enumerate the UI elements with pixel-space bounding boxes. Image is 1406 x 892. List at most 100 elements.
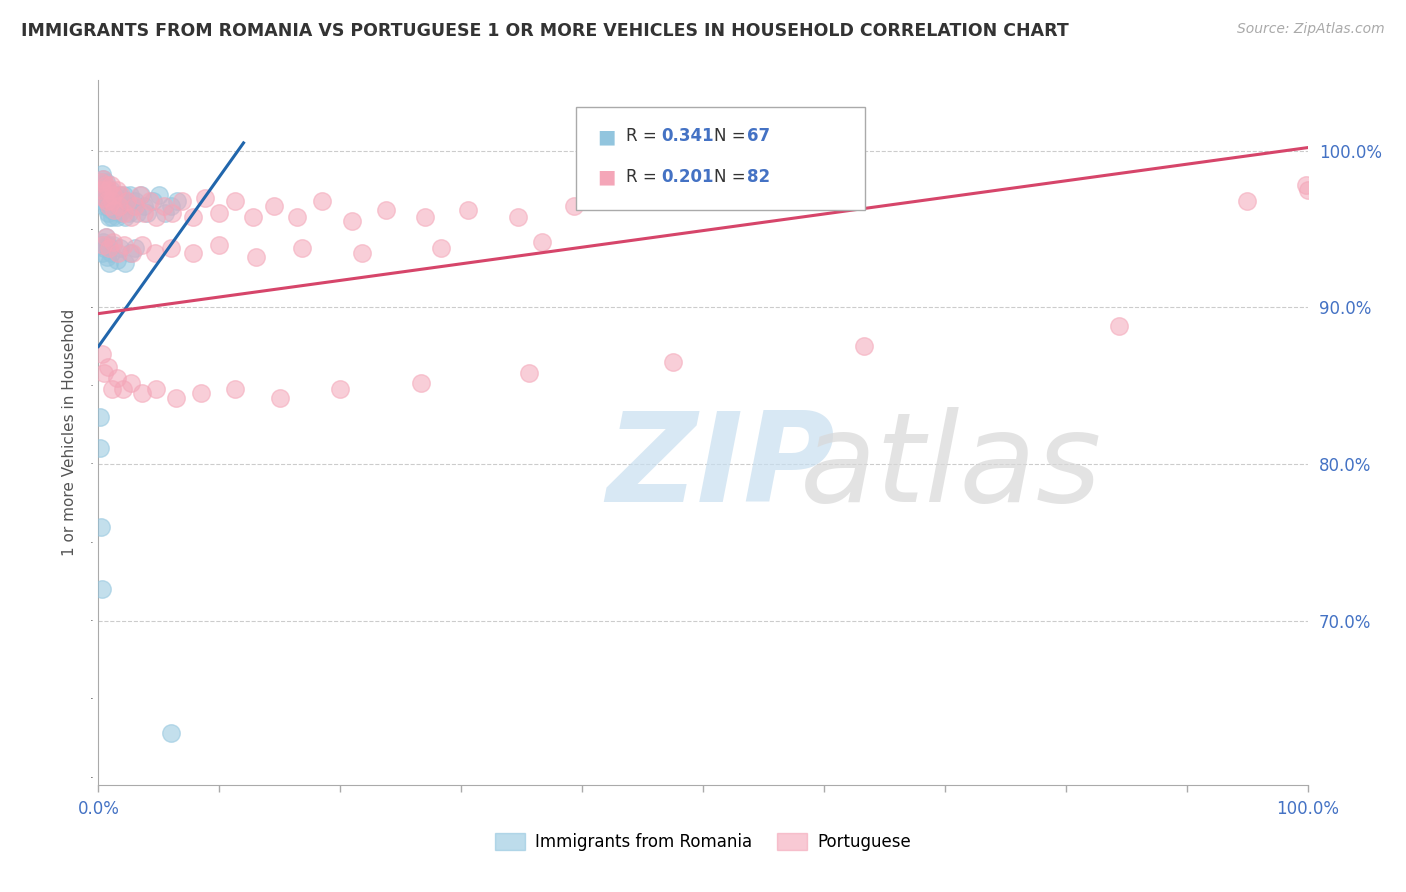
Point (143, 245, 166, 260)
Point (93, 366, 115, 380)
Point (852, 339, 875, 353)
Point (98, 198, 121, 212)
Point (152, 198, 174, 212)
Point (194, 191, 217, 205)
Text: R =: R = (626, 128, 662, 145)
Point (342, 214, 364, 228)
Point (134, 206, 156, 220)
Point (93, 241, 115, 255)
Point (90, 175, 112, 189)
Point (661, 355, 683, 369)
Point (98, 256, 121, 270)
Point (96, 198, 118, 212)
Y-axis label: 1 or more Vehicles in Household: 1 or more Vehicles in Household (62, 309, 76, 557)
Point (124, 194, 146, 208)
Point (104, 198, 127, 212)
Point (413, 210, 436, 224)
Point (160, 241, 183, 255)
Point (121, 245, 143, 260)
Point (1236, 194, 1258, 208)
Point (153, 206, 176, 220)
Text: N =: N = (714, 128, 751, 145)
Point (290, 241, 312, 255)
Point (90, 237, 112, 252)
Point (100, 382, 122, 396)
Point (375, 203, 398, 218)
Point (120, 210, 142, 224)
Point (91, 172, 114, 186)
Point (100, 183, 122, 197)
Point (135, 206, 157, 220)
Point (89, 442, 111, 456)
Point (105, 253, 128, 268)
Point (145, 210, 167, 224)
Point (114, 256, 136, 270)
Point (91, 183, 114, 197)
Point (110, 187, 132, 202)
Point (181, 245, 204, 260)
Point (94, 178, 117, 193)
Point (101, 235, 124, 249)
Point (457, 203, 479, 218)
Point (124, 198, 146, 212)
Point (142, 194, 165, 208)
Point (165, 391, 187, 405)
Point (311, 194, 333, 208)
Point (100, 203, 122, 218)
Point (91, 178, 114, 193)
Point (148, 187, 170, 202)
Point (93, 191, 115, 205)
Point (110, 194, 132, 208)
Point (131, 386, 153, 401)
Point (112, 237, 135, 252)
Point (90, 175, 112, 189)
Point (118, 206, 141, 220)
Text: 0.201: 0.201 (661, 168, 713, 186)
Point (103, 203, 125, 218)
Point (93, 198, 115, 212)
Point (190, 386, 212, 401)
Point (96, 183, 118, 197)
Point (118, 245, 141, 260)
Point (506, 210, 529, 224)
Point (97, 187, 120, 202)
Point (91, 237, 114, 252)
Point (94, 175, 117, 189)
Point (97, 183, 120, 197)
Point (107, 198, 129, 212)
Text: atlas: atlas (800, 408, 1102, 528)
Text: 82: 82 (747, 168, 769, 186)
Point (91, 347, 114, 361)
Point (108, 187, 131, 202)
Point (97, 237, 120, 252)
Point (242, 210, 264, 224)
Point (101, 237, 124, 252)
Point (181, 210, 204, 224)
Point (245, 250, 267, 264)
Point (103, 187, 125, 202)
Point (170, 194, 193, 208)
Point (91, 172, 114, 186)
Text: Source: ZipAtlas.com: Source: ZipAtlas.com (1237, 22, 1385, 37)
Point (115, 194, 138, 208)
Point (111, 198, 134, 212)
Point (97, 206, 120, 220)
Text: IMMIGRANTS FROM ROMANIA VS PORTUGUESE 1 OR MORE VEHICLES IN HOUSEHOLD CORRELATIO: IMMIGRANTS FROM ROMANIA VS PORTUGUESE 1 … (21, 22, 1069, 40)
Point (90, 183, 112, 197)
Point (100, 194, 122, 208)
Point (329, 382, 352, 396)
Point (118, 187, 141, 202)
Text: R =: R = (626, 168, 662, 186)
Text: ■: ■ (598, 127, 616, 146)
Point (105, 183, 128, 197)
Point (517, 366, 540, 380)
Point (101, 187, 124, 202)
Text: 67: 67 (747, 128, 769, 145)
Point (101, 194, 124, 208)
Point (208, 237, 231, 252)
Point (208, 206, 231, 220)
Point (160, 198, 183, 212)
Point (108, 241, 131, 255)
Point (411, 376, 433, 390)
Point (91, 187, 114, 202)
